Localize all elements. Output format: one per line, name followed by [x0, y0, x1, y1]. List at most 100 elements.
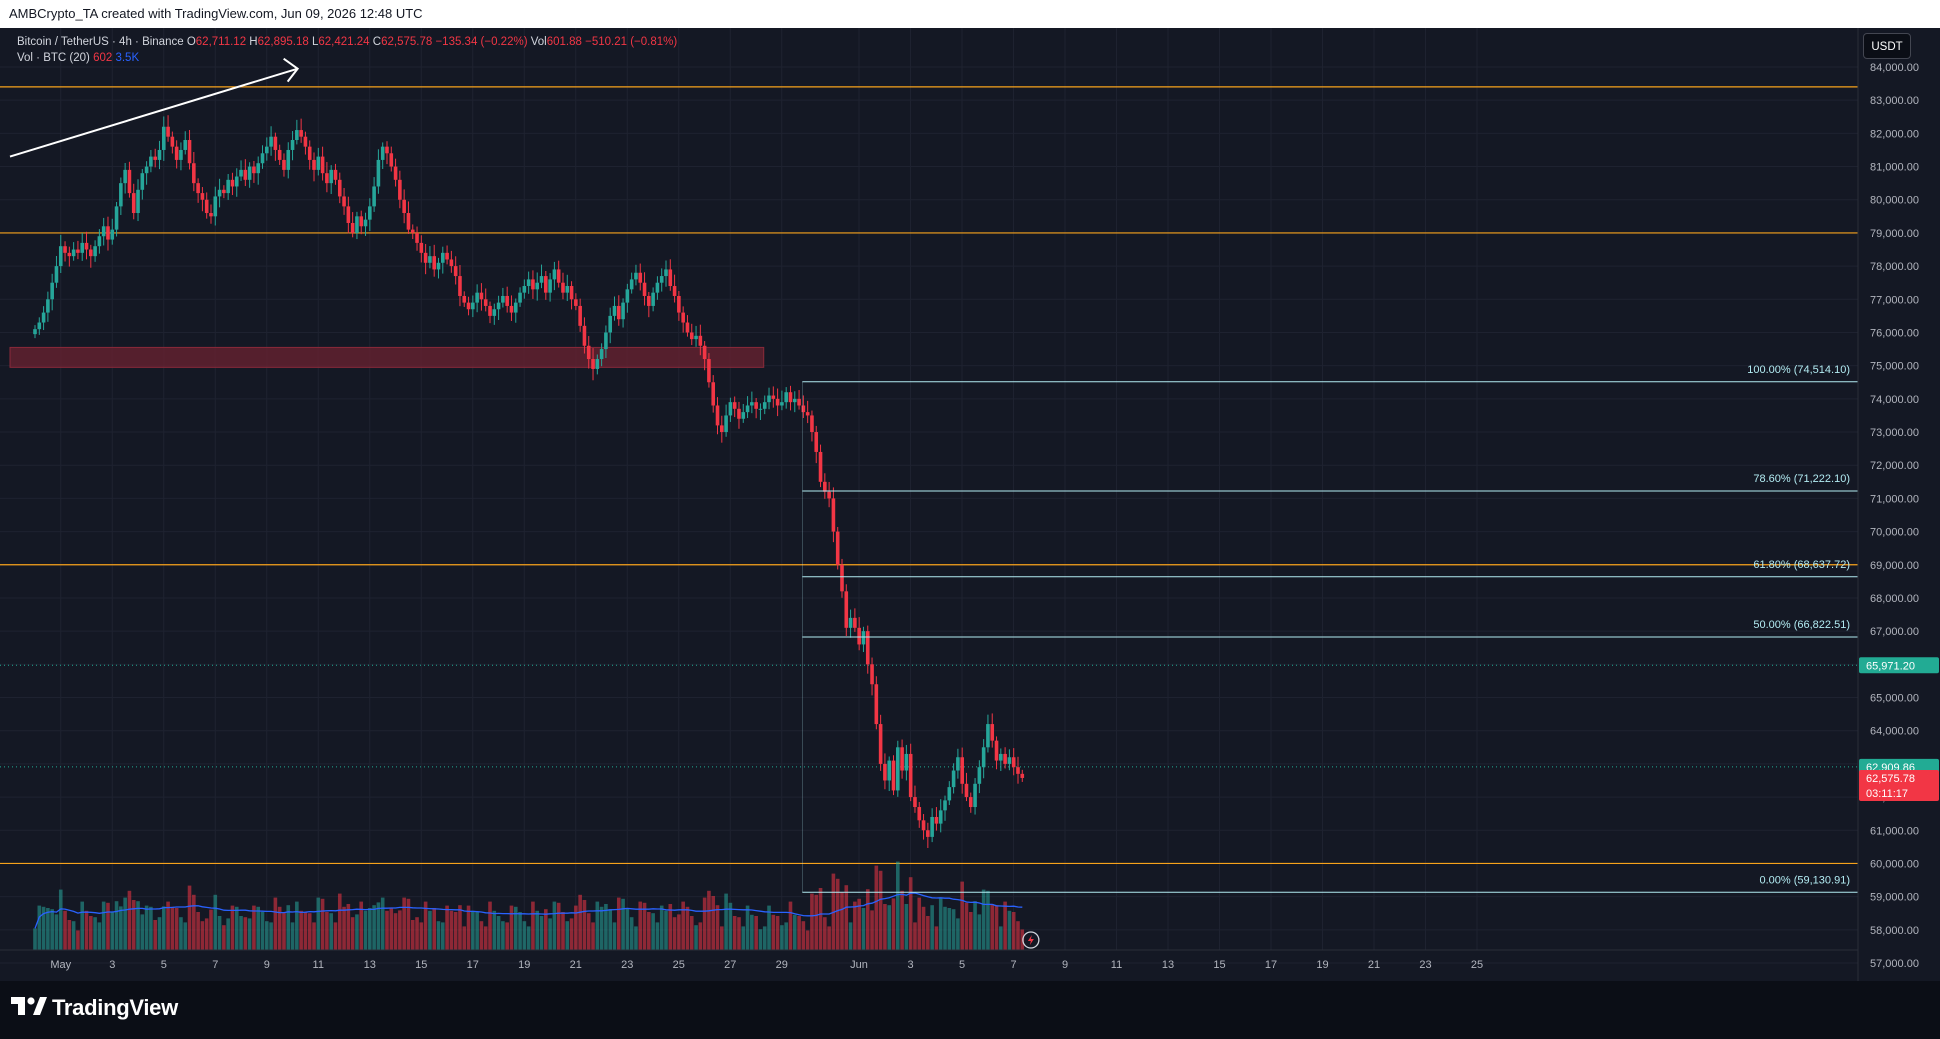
volume-bar — [376, 902, 381, 950]
volume-bar — [578, 894, 582, 950]
candle-body — [741, 412, 746, 419]
volume-bar — [908, 877, 913, 950]
candle-body — [471, 302, 475, 310]
volume-bar — [325, 912, 329, 950]
price-chart[interactable]: 100.00% (74,514.10) 78.60% (71,222.10) 61.… — [0, 28, 1940, 981]
candle-body — [994, 740, 999, 761]
candle-body — [818, 451, 823, 482]
volume-bar — [604, 904, 608, 950]
candle-body — [986, 724, 990, 748]
candle-body — [921, 820, 926, 831]
candle-body — [544, 276, 548, 293]
candle-body — [410, 229, 415, 233]
volume-bar — [204, 918, 209, 950]
candle-body — [445, 252, 449, 260]
candle-body — [243, 169, 248, 180]
candle-body — [453, 266, 458, 277]
volume-bar — [887, 905, 892, 950]
candle-body — [84, 242, 89, 250]
candle-body — [827, 491, 831, 499]
volume-bar — [415, 917, 419, 950]
currency-button[interactable]: USDT — [1863, 33, 1911, 59]
volume-bar — [273, 897, 278, 950]
candle-body — [329, 169, 333, 184]
candle-body — [269, 136, 273, 147]
candle-body — [217, 189, 222, 197]
volume-bar — [398, 910, 402, 950]
volume-bar — [303, 912, 308, 950]
volume-bar — [346, 904, 351, 950]
price-tick-label: 76,000.00 — [1870, 327, 1919, 339]
high-label: H — [249, 36, 258, 48]
volume-bar — [518, 912, 522, 950]
time-tick-label: 13 — [1162, 959, 1174, 971]
candle-body — [930, 816, 934, 837]
candle-body — [707, 359, 711, 383]
candle-body — [71, 249, 76, 257]
candle-body — [715, 405, 720, 426]
volume-bar — [990, 904, 995, 950]
volume-bar — [1003, 901, 1007, 950]
volume-bar — [58, 889, 63, 950]
volume-bar — [977, 914, 982, 950]
volume-bar — [707, 890, 711, 950]
volume-bar — [569, 918, 574, 950]
volume-bar — [230, 905, 235, 950]
price-tick-label: 68,000.00 — [1870, 593, 1919, 605]
volume-bar — [247, 918, 252, 950]
chart-panel[interactable]: 100.00% (74,514.10) 78.60% (71,222.10) 61.… — [0, 28, 1940, 981]
price-tick-label: 65,000.00 — [1870, 693, 1919, 705]
volume-bar — [771, 914, 776, 950]
candle-body — [449, 259, 454, 267]
candle-body — [67, 252, 72, 257]
candle-body — [501, 295, 505, 303]
candle-body — [350, 222, 355, 233]
candle-body — [273, 136, 278, 150]
volume-bar — [157, 917, 162, 950]
volume-bar — [110, 912, 115, 950]
candle-body — [672, 286, 677, 296]
attribution-bar: AMBCrypto_TA created with TradingView.co… — [0, 0, 1940, 28]
candle-body — [677, 295, 681, 313]
volume-bar — [419, 922, 424, 950]
volume-bar — [968, 912, 973, 950]
volume-bar — [672, 917, 677, 950]
candle-body — [574, 299, 578, 306]
volume-bar — [252, 905, 256, 950]
volume-bar — [999, 926, 1003, 950]
volume-bar — [179, 917, 183, 950]
candle-body — [492, 309, 497, 316]
candle-body — [960, 757, 964, 784]
candle-body — [140, 173, 145, 190]
candle-body — [316, 156, 321, 170]
candle-body — [578, 305, 582, 326]
price-tick-label: 80,000.00 — [1870, 195, 1919, 207]
volume-bar — [462, 926, 467, 950]
volume-bar — [548, 918, 552, 950]
candle-body — [625, 289, 630, 303]
candle-body — [295, 130, 299, 141]
volume-bar — [574, 905, 578, 950]
volume-bar — [621, 898, 625, 950]
candle-body — [801, 405, 806, 413]
candle-body — [192, 163, 196, 184]
trend-arrow-line — [9, 67, 298, 158]
volume-bar — [835, 878, 840, 950]
candle-body — [1007, 757, 1012, 764]
volume-bar — [368, 908, 372, 950]
volume-bar — [951, 909, 956, 950]
volume-bar — [981, 889, 986, 950]
volume-bar — [930, 905, 934, 950]
candle-body — [209, 213, 213, 217]
volume-bar — [539, 916, 544, 950]
candle-body — [973, 783, 977, 808]
candle-body — [436, 262, 441, 270]
candle-body — [325, 173, 329, 184]
candle-body — [204, 199, 209, 214]
candle-body — [247, 166, 252, 180]
volume-bar — [689, 916, 694, 950]
candle-body — [264, 146, 269, 154]
candle-body — [762, 402, 767, 409]
candle-body — [647, 295, 651, 306]
volume-bar — [664, 910, 668, 950]
